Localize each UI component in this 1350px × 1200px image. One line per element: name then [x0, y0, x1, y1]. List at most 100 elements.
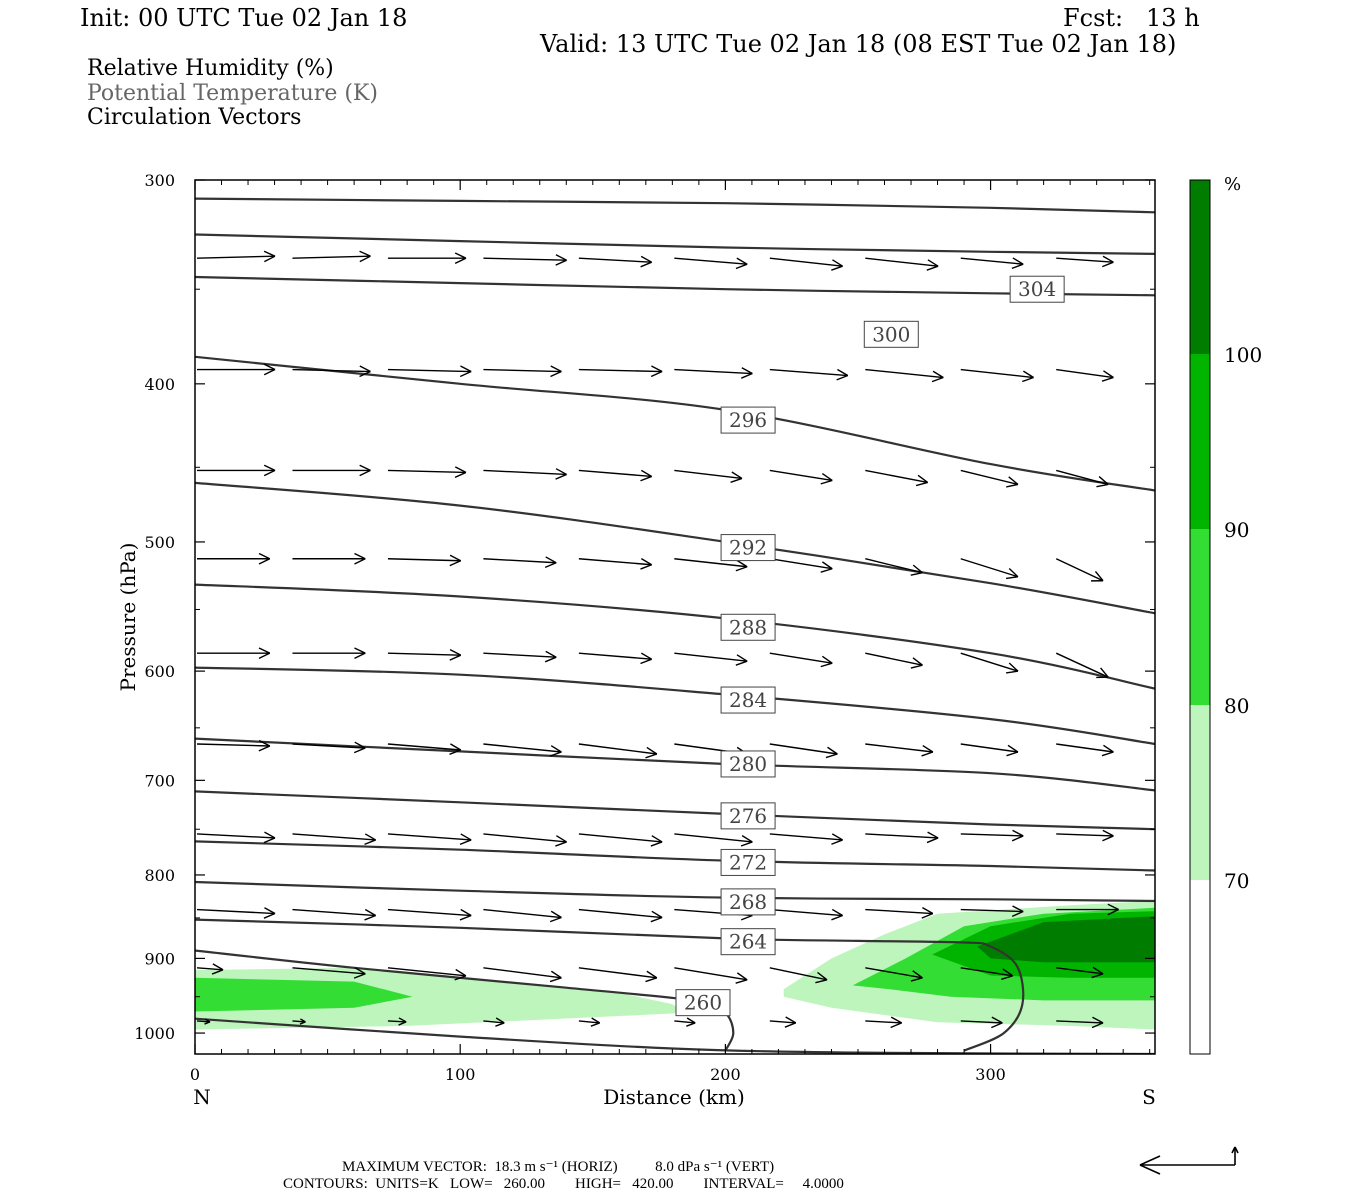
vector-shaft	[196, 833, 276, 839]
vector-head	[1011, 910, 1024, 918]
vector-head	[741, 372, 753, 379]
vector-head	[460, 833, 472, 841]
vector-shaft	[1056, 1020, 1104, 1024]
vector-shaft	[578, 469, 652, 478]
vector-shaft	[578, 1020, 600, 1024]
vector-head	[460, 365, 472, 373]
circulation-vector	[196, 739, 271, 752]
circulation-vector	[1056, 1016, 1104, 1029]
vector-shaft	[769, 1020, 796, 1024]
init-time: Init: 00 UTC Tue 02 Jan 18	[80, 4, 408, 32]
vector-head	[495, 1022, 505, 1027]
circulation-vector	[960, 967, 1014, 980]
vector-head	[359, 464, 371, 472]
vector-shaft	[674, 257, 748, 265]
theta-label-box	[863, 320, 919, 348]
theta-contour	[195, 949, 735, 1052]
vector-shaft	[674, 652, 748, 662]
colorbar-segment	[1190, 529, 1210, 705]
theta-label: 288	[729, 615, 767, 639]
vector-head	[1096, 483, 1109, 488]
vector-head	[544, 562, 557, 569]
pressure-axis: 300 400 500 600 700 800 900 1000	[134, 171, 1155, 1043]
theta-contour	[195, 790, 1155, 831]
vector-head	[640, 564, 652, 570]
vector-head	[555, 835, 567, 843]
vector-head	[258, 745, 271, 752]
vector-head	[646, 746, 658, 755]
vector-head	[1006, 751, 1019, 757]
vector-shaft	[769, 469, 833, 482]
valid-time: Valid: 13 UTC Tue 02 Jan 18 (08 EST Tue …	[540, 30, 1177, 58]
vector-head	[1102, 835, 1114, 842]
vector-head	[459, 839, 472, 846]
circulation-vector	[483, 743, 562, 757]
circulation-vector	[578, 469, 653, 482]
vector-head	[450, 743, 462, 751]
y-tick-label: 700	[144, 771, 175, 790]
x-axis-label: Distance (km)	[603, 1085, 745, 1109]
vector-head	[831, 265, 843, 271]
vector-shaft	[292, 368, 371, 373]
vector-head	[454, 471, 467, 479]
vector-head	[544, 656, 557, 663]
theta-contour	[195, 666, 1155, 746]
vector-head	[258, 558, 271, 565]
vector-head	[640, 261, 652, 268]
vector-head	[1023, 370, 1034, 379]
vector-head	[735, 263, 748, 270]
vector-shaft	[196, 255, 276, 259]
circulation-vector	[387, 908, 472, 921]
vector-head	[650, 370, 663, 378]
vector-head	[354, 967, 366, 975]
vector-head	[549, 977, 562, 983]
vector-head	[825, 753, 838, 759]
x-left-end-label: N	[193, 1085, 211, 1109]
vector-head	[640, 652, 653, 660]
x-tick-label: 100	[445, 1065, 476, 1084]
vector-head	[686, 1017, 696, 1024]
colorbar-tick-label: 80	[1224, 694, 1249, 718]
vector-shaft	[674, 558, 748, 568]
vector-shaft	[387, 652, 461, 656]
vector-head	[731, 471, 743, 480]
circulation-vector	[769, 967, 828, 984]
colorbar-segment	[1190, 880, 1210, 1054]
x-tick-label: 200	[710, 1065, 741, 1084]
vector-head	[926, 265, 939, 271]
vector-shaft	[960, 908, 1024, 913]
vector-shaft	[865, 967, 923, 979]
circulation-vector	[387, 967, 467, 981]
vector-head	[258, 552, 271, 560]
plot-frame	[194, 179, 1156, 1055]
vector-head	[258, 739, 271, 747]
vector-head	[454, 466, 467, 474]
vector-head	[927, 831, 939, 839]
circulation-vectors	[196, 250, 1119, 1029]
vector-head	[730, 477, 743, 484]
vector-head	[1098, 476, 1109, 485]
theta-contour	[195, 918, 1025, 1052]
circulation-vector	[865, 558, 923, 576]
vector-shaft	[674, 469, 743, 480]
circulation-vector	[865, 907, 934, 919]
vector-head	[815, 979, 828, 984]
vector-shaft	[769, 257, 843, 267]
circulation-vector	[960, 1016, 1003, 1029]
circulation-vector	[960, 652, 1019, 674]
vector-shaft	[292, 908, 376, 917]
circulation-vector	[960, 368, 1034, 383]
vector-head	[735, 979, 748, 984]
x-right-end-label: S	[1142, 1085, 1156, 1109]
vector-head	[364, 833, 377, 841]
circulation-vector	[197, 552, 271, 565]
vector-head	[449, 654, 462, 661]
vector-head	[550, 745, 562, 753]
vector-head	[932, 370, 944, 379]
theta-label: 268	[729, 890, 767, 914]
vector-shaft	[578, 743, 657, 755]
vector-shaft	[865, 1020, 902, 1024]
theta-label: 292	[729, 536, 767, 560]
vector-head	[354, 552, 366, 560]
vector-head	[640, 475, 652, 482]
